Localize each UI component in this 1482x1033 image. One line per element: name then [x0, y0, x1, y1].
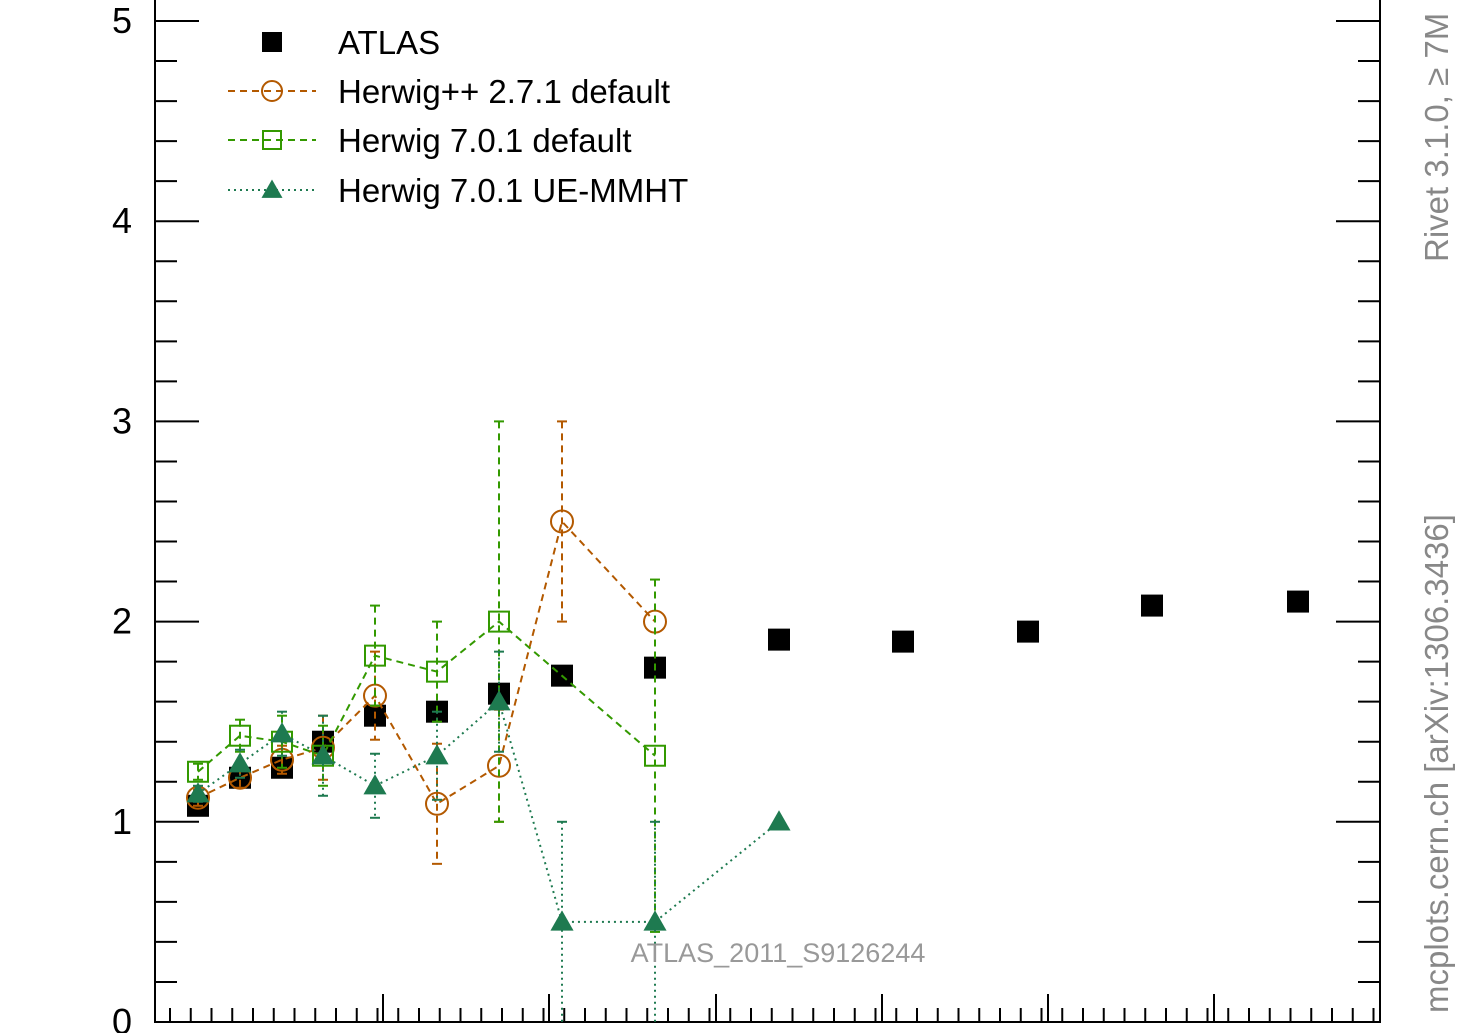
data-point — [1287, 590, 1309, 613]
legend-entry-2: Herwig 7.0.1 default — [228, 122, 632, 159]
series-1 — [186, 420, 667, 865]
data-point — [311, 744, 335, 765]
y-tick-label: 4 — [112, 200, 132, 241]
data-point — [426, 660, 448, 683]
legend: ATLAS Herwig++ 2.7.1 default Herwig 7.0.1 … — [228, 24, 688, 209]
series-0 — [187, 590, 1309, 817]
legend-marker — [261, 80, 283, 102]
data-point — [363, 774, 387, 795]
legend-entry-0: ATLAS — [262, 24, 440, 61]
data-point — [186, 782, 210, 803]
data-point — [1017, 620, 1039, 643]
data-point — [1141, 594, 1163, 617]
y-tick-label: 3 — [112, 400, 132, 441]
data-point — [767, 810, 791, 831]
y-tick-label: 1 — [112, 801, 132, 842]
legend-marker — [262, 32, 282, 52]
data-point — [768, 628, 790, 651]
data-point — [488, 610, 510, 633]
y-tick-label: 5 — [112, 0, 132, 41]
data-layer — [186, 420, 1309, 1022]
data-point — [643, 910, 667, 931]
data-point — [228, 752, 252, 773]
data-point — [892, 630, 914, 653]
data-point — [487, 690, 511, 711]
data-point — [187, 760, 209, 783]
data-point — [487, 753, 511, 778]
series-line — [197, 699, 780, 923]
data-point — [229, 724, 251, 747]
y-tick-label: 2 — [112, 601, 132, 642]
data-point — [644, 744, 666, 767]
data-point — [364, 644, 386, 667]
legend-entry-1: Herwig++ 2.7.1 default — [228, 73, 670, 110]
data-point — [425, 744, 449, 765]
legend-marker — [262, 130, 282, 150]
legend-label: Herwig 7.0.1 default — [338, 122, 632, 159]
series-3 — [186, 650, 791, 1022]
rivet-version-label: Rivet 3.1.0, ≥ 7M — [1418, 12, 1455, 262]
data-point — [425, 791, 449, 816]
legend-label: Herwig++ 2.7.1 default — [338, 73, 670, 110]
legend-label: ATLAS — [338, 24, 440, 61]
series-line — [197, 620, 656, 773]
mcplots-source-label: mcplots.cern.ch [arXiv:1306.3436] — [1418, 514, 1455, 1013]
axes: 0 1 2 3 4 5 — [112, 0, 1381, 1033]
legend-entry-3: Herwig 7.0.1 UE-MMHT — [228, 172, 688, 209]
legend-marker — [261, 179, 283, 198]
data-point — [270, 722, 294, 743]
data-point — [550, 509, 574, 534]
data-point — [550, 910, 574, 931]
series-2 — [187, 420, 666, 933]
analysis-watermark: ATLAS_2011_S9126244 — [631, 938, 926, 968]
legend-label: Herwig 7.0.1 UE-MMHT — [338, 172, 688, 209]
y-tick-label: 0 — [112, 1001, 132, 1033]
